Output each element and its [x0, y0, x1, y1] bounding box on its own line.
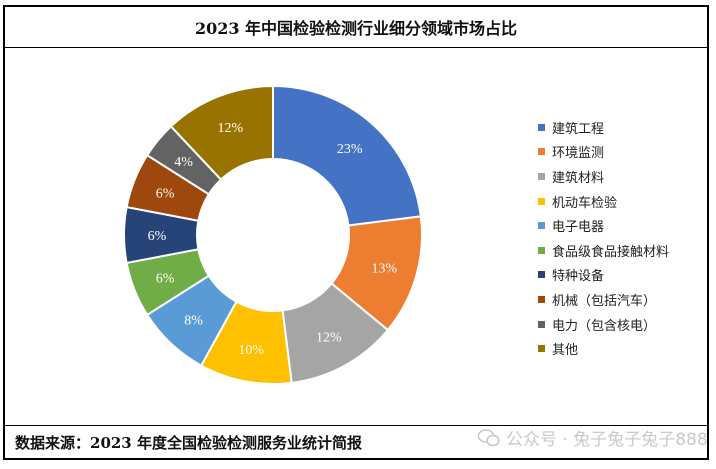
legend-label: 食品级食品接触材料 — [552, 244, 670, 260]
legend-item-1: 环境监测 — [538, 140, 669, 165]
slice-label-6: 6% — [148, 229, 167, 244]
watermark-text: 公众号 · 兔子兔子兔子888 — [506, 430, 708, 450]
legend-label: 建筑工程 — [552, 121, 605, 137]
legend-item-0: 建筑工程 — [538, 115, 669, 140]
slice-label-2: 12% — [316, 331, 342, 346]
legend-swatch — [538, 246, 545, 254]
legend-item-6: 特种设备 — [538, 263, 669, 288]
legend-item-8: 电力（包含核电） — [538, 312, 669, 337]
slice-label-3: 10% — [238, 343, 264, 358]
legend-swatch — [538, 148, 545, 156]
slice-label-9: 12% — [217, 121, 243, 136]
pie-slice-0 — [272, 84, 422, 227]
legend-item-5: 食品级食品接触材料 — [538, 238, 669, 263]
source-note: 数据来源：2023 年度全国检验检测服务业统计简报 — [5, 425, 707, 458]
legend-label: 机械（包括汽车） — [552, 293, 657, 309]
legend-swatch — [538, 222, 545, 230]
slice-label-1: 13% — [372, 261, 398, 276]
legend-item-2: 建筑材料 — [538, 164, 669, 189]
pie-slice-9 — [169, 84, 274, 182]
legend-swatch — [538, 295, 545, 303]
wechat-icon — [478, 428, 500, 446]
legend-swatch — [538, 172, 545, 180]
slice-label-7: 6% — [156, 186, 175, 201]
legend-swatch — [538, 197, 545, 205]
legend-item-9: 其他 — [538, 336, 669, 361]
watermark: 公众号 · 兔子兔子兔子888 — [478, 425, 708, 450]
legend-label: 电子电器 — [552, 220, 605, 236]
legend-label: 环境监测 — [552, 146, 605, 162]
slice-label-0: 23% — [337, 142, 363, 157]
legend-swatch — [538, 320, 545, 328]
legend-swatch — [538, 271, 545, 279]
chart-title: 2023 年中国检验检测行业细分领域市场占比 — [5, 7, 707, 48]
legend-label: 其他 — [552, 343, 579, 359]
legend-swatch — [538, 345, 545, 353]
legend-label: 建筑材料 — [552, 170, 605, 186]
legend-label: 特种设备 — [552, 269, 605, 285]
slice-label-5: 6% — [156, 272, 175, 287]
legend-label: 机动车检验 — [552, 195, 618, 211]
slice-label-8: 4% — [174, 155, 193, 170]
legend-label: 电力（包含核电） — [552, 318, 657, 334]
chart-legend: 建筑工程环境监测建筑材料机动车检验电子电器食品级食品接触材料 特种设备机械（包括汽… — [538, 115, 669, 361]
legend-item-7: 机械（包括汽车） — [538, 287, 669, 312]
legend-item-3: 机动车检验 — [538, 189, 669, 214]
slice-label-4: 8% — [184, 314, 203, 329]
legend-item-4: 电子电器 — [538, 213, 669, 238]
chart-frame: 2023 年中国检验检测行业细分领域市场占比 数据来源：2023 年度全国检验检… — [3, 5, 709, 460]
legend-swatch — [538, 123, 545, 131]
